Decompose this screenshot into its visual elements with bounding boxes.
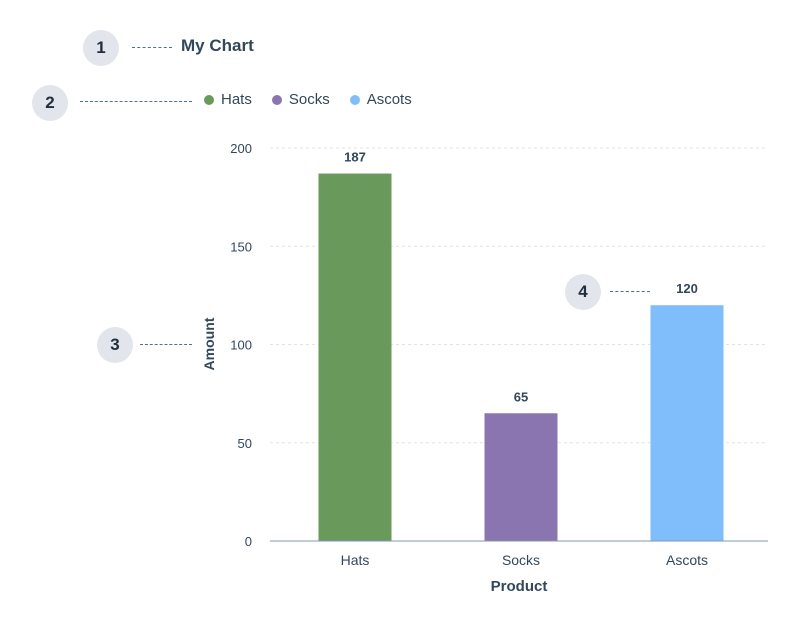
y-tick-label: 150 (230, 239, 252, 254)
legend-label-ascots: Ascots (366, 91, 412, 108)
legend-label-hats: Hats (221, 91, 252, 108)
annotation-leader-4 (610, 291, 650, 292)
chart-title: My Chart (181, 36, 254, 55)
x-tick-label-ascots: Ascots (666, 552, 708, 568)
x-axis-label: Product (491, 578, 548, 595)
annotation-leader-2 (80, 101, 192, 102)
legend-swatch-socks (271, 94, 282, 105)
y-tick-label: 50 (238, 436, 252, 451)
annotation-badge-1: 1 (83, 30, 119, 66)
y-tick-label: 200 (230, 141, 252, 156)
annotation-leader-3 (140, 344, 192, 345)
legend-swatch-hats (204, 94, 214, 105)
legend-item-hats[interactable]: Hats (204, 91, 252, 108)
legend-item-socks[interactable]: Socks (271, 91, 330, 108)
annotation-badge-2: 2 (32, 85, 68, 121)
x-axis-ticks: Hats Socks Ascots (341, 552, 708, 568)
annotation-badge-4: 4 (565, 274, 601, 310)
legend-label-socks: Socks (288, 91, 330, 108)
y-tick-label: 100 (230, 338, 252, 353)
x-tick-label-socks: Socks (502, 552, 540, 568)
y-axis-ticks: 0 50 100 150 200 (230, 141, 252, 549)
annotation-leader-1 (132, 47, 172, 48)
y-axis-label: Amount (201, 317, 217, 370)
bar-socks[interactable] (484, 413, 558, 541)
bar-ascots[interactable] (650, 305, 724, 541)
chart-legend: Hats Socks Ascots (204, 91, 432, 108)
x-tick-label-hats: Hats (341, 552, 370, 568)
y-tick-label: 0 (245, 534, 252, 549)
data-label-hats: 187 (344, 150, 366, 165)
chart-bars (318, 173, 724, 542)
legend-item-ascots[interactable]: Ascots (349, 91, 412, 108)
annotation-badge-3: 3 (97, 327, 133, 363)
bar-hats[interactable] (318, 173, 392, 542)
data-label-socks: 65 (514, 389, 528, 404)
data-label-ascots: 120 (676, 281, 698, 296)
bar-data-labels: 187 65 120 (344, 150, 698, 405)
legend-swatch-ascots (349, 94, 360, 105)
